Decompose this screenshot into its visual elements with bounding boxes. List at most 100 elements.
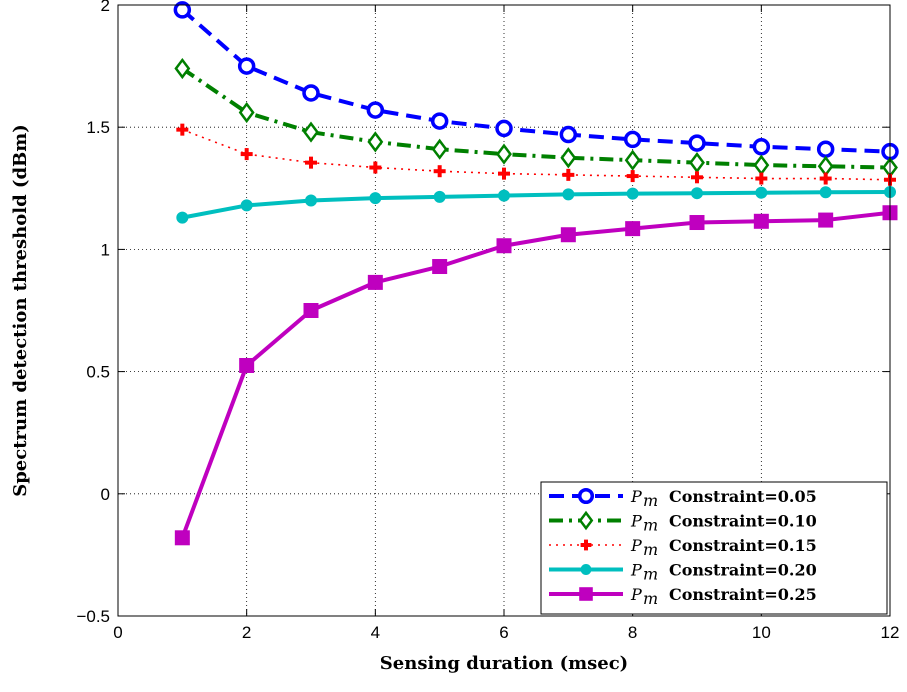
data-point (430, 112, 449, 130)
data-point (689, 215, 705, 231)
x-tick-label: 10 (752, 623, 771, 642)
data-point (237, 57, 256, 75)
data-point (433, 165, 446, 178)
y-axis-label: Spectrum detection threshold (dBm) (10, 124, 31, 497)
data-point (176, 123, 189, 136)
legend-symbol: P (630, 561, 642, 580)
y-tick-label: 0 (101, 485, 110, 504)
data-point (305, 194, 317, 207)
data-point (366, 101, 385, 119)
data-point (369, 192, 382, 205)
data-point (238, 101, 255, 124)
legend-label: Constraint=0.10 (669, 512, 817, 531)
series-layer (173, 1, 899, 546)
data-point (626, 170, 639, 183)
data-point (753, 213, 769, 229)
legend-symbol: P (630, 487, 642, 506)
data-point (305, 156, 317, 169)
legend-symbol-subscript: m (643, 516, 658, 535)
series-line (182, 128, 891, 181)
data-point (817, 155, 834, 177)
legend-label: Constraint=0.15 (669, 536, 817, 555)
data-point (240, 199, 253, 212)
data-point (624, 149, 641, 171)
legend-symbol-subscript: m (643, 589, 658, 608)
data-point (819, 172, 832, 185)
data-point (752, 138, 771, 156)
data-point (755, 172, 768, 185)
data-point (559, 125, 578, 144)
y-tick-label: 1.5 (86, 118, 110, 137)
legend-label: Constraint=0.05 (669, 487, 817, 506)
data-point (303, 121, 319, 143)
legend-label: Constraint=0.25 (669, 585, 817, 604)
legend-symbol-subscript: m (643, 565, 658, 584)
data-point (496, 238, 512, 254)
y-tick-label: 1 (101, 240, 110, 259)
legend-symbol-subscript: m (643, 540, 658, 559)
series-line (181, 8, 891, 154)
data-point (560, 227, 576, 243)
data-point (302, 84, 320, 102)
data-point (626, 187, 639, 200)
data-point (433, 190, 446, 203)
data-point (562, 188, 575, 201)
x-tick-label: 4 (371, 623, 380, 642)
data-point (367, 131, 384, 153)
legend-symbol: P (630, 585, 642, 604)
data-point (580, 539, 592, 551)
data-point (174, 57, 191, 80)
data-point (623, 130, 642, 149)
data-point (496, 143, 512, 165)
data-point (816, 140, 835, 158)
x-tick-label: 12 (881, 623, 900, 642)
series-line (180, 210, 891, 539)
data-point (689, 152, 705, 174)
data-point (818, 212, 834, 228)
data-point (578, 510, 594, 531)
series-1 (173, 1, 899, 161)
data-point (173, 1, 192, 19)
data-point (431, 138, 448, 160)
y-tick-label: −0.5 (76, 607, 110, 626)
legend-symbol: P (630, 512, 642, 531)
x-axis-label: Sensing duration (msec) (380, 653, 628, 674)
data-point (367, 274, 383, 290)
series-4 (176, 185, 896, 224)
data-point (562, 168, 575, 181)
series-line (181, 66, 891, 170)
data-point (753, 154, 770, 176)
x-tick-label: 8 (628, 623, 637, 642)
ticks: 0 2 4 6 8 10 12−0.500.511.52 (76, 0, 899, 642)
x-tick-label: 2 (242, 623, 251, 642)
data-point (580, 564, 592, 575)
data-point (432, 259, 448, 275)
data-point (239, 357, 255, 373)
data-point (688, 134, 706, 152)
x-tick-label: 0 (113, 623, 122, 642)
data-point (495, 119, 513, 138)
legend-symbol: P (630, 536, 642, 555)
data-point (579, 587, 593, 601)
data-point (577, 487, 595, 505)
data-point (819, 186, 832, 199)
data-point (369, 161, 382, 174)
data-point (174, 530, 190, 546)
data-point (755, 186, 768, 199)
data-point (498, 167, 510, 180)
data-point (560, 147, 577, 169)
series-3 (176, 123, 896, 186)
data-point (240, 148, 253, 161)
data-point (498, 189, 510, 202)
y-tick-label: 0.5 (86, 363, 110, 382)
data-point (303, 303, 319, 318)
data-point (691, 171, 703, 184)
legend-label: Constraint=0.20 (669, 561, 817, 580)
